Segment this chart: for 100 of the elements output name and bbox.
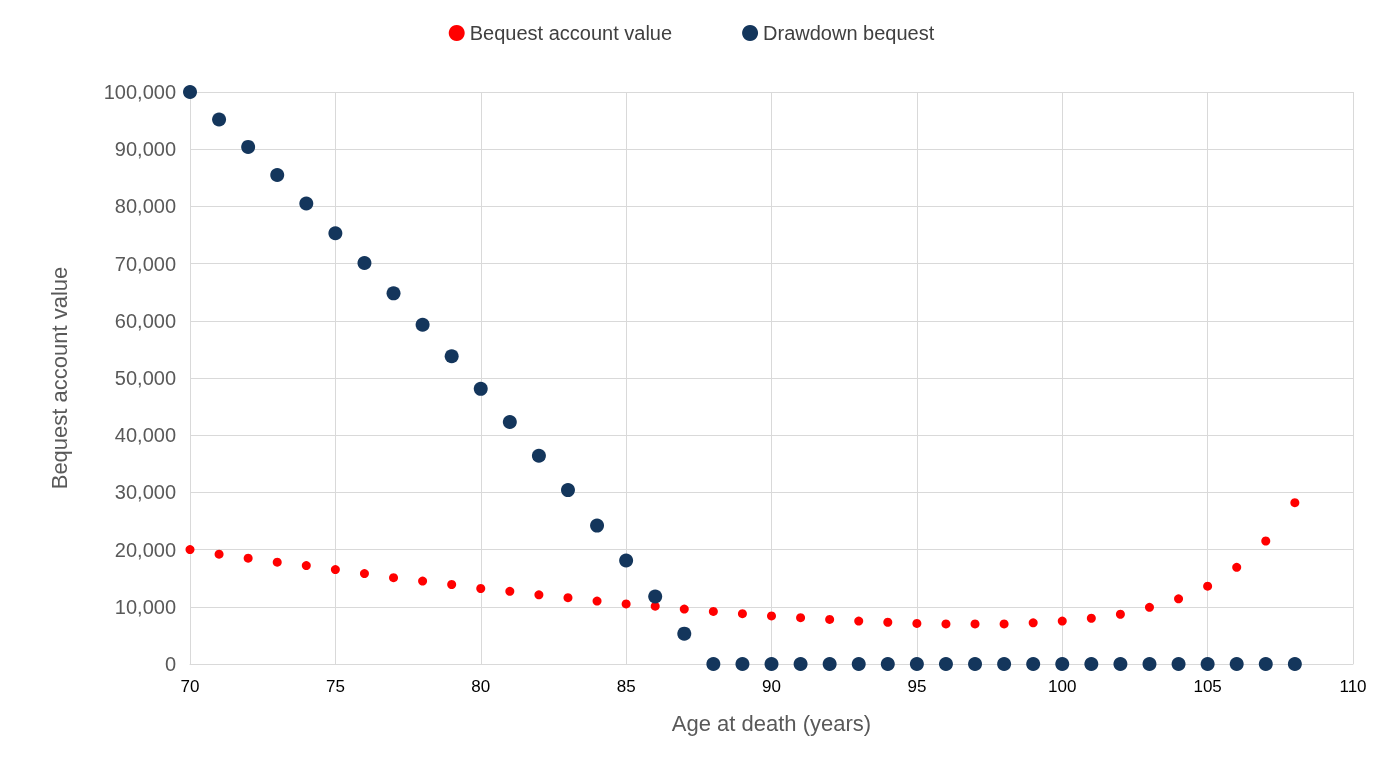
x-axis-title: Age at death (years) <box>671 710 872 736</box>
point <box>767 611 776 621</box>
x-tick-label: 80 <box>471 677 491 696</box>
point <box>418 576 428 586</box>
point <box>851 657 866 671</box>
x-tick-label: 105 <box>1193 677 1222 696</box>
point <box>1261 536 1271 546</box>
point <box>476 584 486 593</box>
point <box>185 545 195 555</box>
point <box>1055 657 1070 671</box>
point <box>563 593 573 603</box>
point <box>909 657 924 671</box>
point <box>1232 562 1242 572</box>
point <box>1113 657 1128 671</box>
y-tick-label: 10,000 <box>114 595 176 618</box>
x-tick-label: 95 <box>907 677 927 696</box>
y-tick-label: 100,000 <box>103 81 176 103</box>
point <box>621 599 631 609</box>
point <box>272 557 282 567</box>
y-tick-label: 0 <box>164 653 176 675</box>
point <box>214 549 224 559</box>
point <box>883 617 893 627</box>
legend-label: Bequest account value <box>469 22 673 44</box>
point <box>531 448 546 463</box>
point <box>270 167 285 182</box>
point <box>502 415 517 430</box>
point <box>590 518 605 533</box>
point <box>1057 616 1067 626</box>
point <box>560 483 575 498</box>
point <box>592 596 602 606</box>
x-tick-label: 100 <box>1048 677 1077 696</box>
point <box>822 657 837 671</box>
point <box>793 657 808 671</box>
point <box>1258 657 1273 671</box>
point <box>650 601 660 611</box>
x-tick-label: 90 <box>762 677 781 696</box>
point <box>330 565 340 575</box>
point <box>764 657 779 671</box>
point <box>241 139 256 154</box>
y-tick-label: 70,000 <box>114 252 176 275</box>
point <box>473 381 488 396</box>
point <box>1144 602 1154 612</box>
point <box>415 317 430 332</box>
point <box>1174 594 1184 604</box>
point <box>1086 613 1096 623</box>
point <box>1229 657 1244 671</box>
point <box>999 619 1009 629</box>
y-tick-label: 60,000 <box>114 309 176 332</box>
y-tick-label: 50,000 <box>114 367 176 389</box>
point <box>386 286 401 301</box>
point <box>880 657 895 671</box>
point <box>619 553 634 568</box>
point <box>1028 618 1038 628</box>
point <box>243 553 253 563</box>
point <box>938 657 953 671</box>
point <box>708 606 718 616</box>
point <box>328 226 343 241</box>
y-axis-title: Bequest account value <box>46 266 72 490</box>
point <box>679 604 689 614</box>
y-tick-label: 80,000 <box>114 195 176 218</box>
point <box>357 256 372 271</box>
y-tick-label: 40,000 <box>114 424 176 447</box>
y-tick-label: 30,000 <box>114 481 176 504</box>
point <box>534 590 544 600</box>
point <box>1084 657 1099 671</box>
point <box>299 196 314 211</box>
point <box>1171 657 1186 671</box>
point <box>997 657 1012 671</box>
point <box>444 349 459 364</box>
point <box>825 614 835 624</box>
point <box>1203 581 1213 591</box>
point <box>1290 498 1300 508</box>
x-tick-label: 70 <box>180 677 200 696</box>
point <box>796 613 806 623</box>
x-tick-label: 85 <box>616 677 636 696</box>
point <box>505 586 515 596</box>
point <box>1115 609 1125 619</box>
x-tick-label: 110 <box>1339 677 1367 696</box>
point <box>854 616 864 626</box>
point <box>677 626 692 641</box>
point <box>1026 657 1041 671</box>
legend-label: Drawdown bequest <box>763 22 935 44</box>
point <box>1200 657 1215 671</box>
point <box>359 569 369 579</box>
point <box>737 609 747 619</box>
point <box>968 657 983 671</box>
point <box>447 579 457 589</box>
x-tick-label: 75 <box>325 677 345 696</box>
point <box>735 657 750 671</box>
point <box>941 619 951 629</box>
point <box>912 618 922 628</box>
point <box>212 112 227 127</box>
point <box>706 657 721 671</box>
y-tick-label: 20,000 <box>114 538 176 561</box>
point <box>183 85 197 99</box>
point <box>648 589 663 604</box>
point <box>970 619 980 629</box>
point <box>1287 657 1302 671</box>
point <box>301 561 311 571</box>
point <box>1142 657 1157 671</box>
